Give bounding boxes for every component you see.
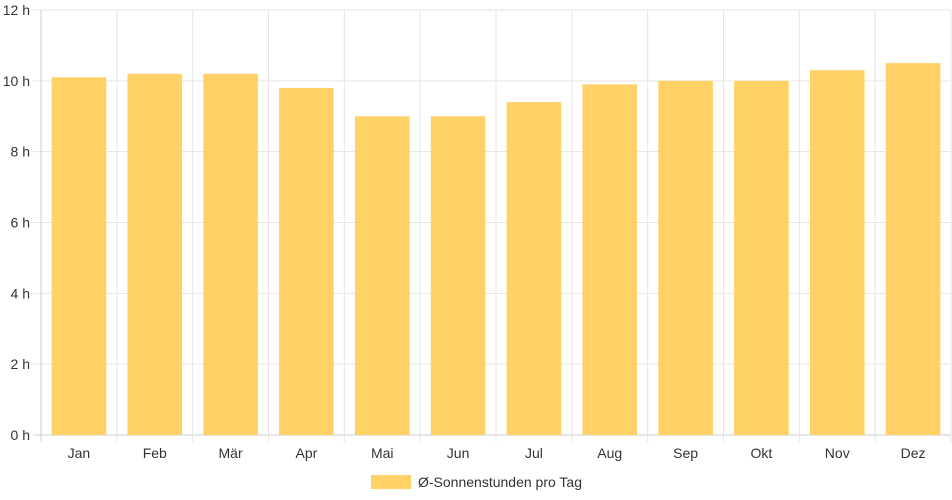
x-tick-label: Mai: [371, 445, 394, 461]
bar-okt[interactable]: [734, 80, 789, 435]
x-tick-label: Mär: [219, 445, 243, 461]
chart-grid: [33, 9, 952, 442]
x-tick-label: Okt: [751, 445, 773, 461]
x-tick-label: Jan: [68, 445, 91, 461]
legend-label[interactable]: Ø-Sonnenstunden pro Tag: [418, 474, 582, 490]
bar-feb[interactable]: [127, 73, 183, 435]
y-tick-label: 8 h: [11, 144, 30, 160]
bar-apr[interactable]: [279, 87, 334, 436]
bar-nov[interactable]: [809, 70, 865, 435]
legend[interactable]: Ø-Sonnenstunden pro Tag: [371, 474, 582, 490]
x-axis: Jan Feb Mär Apr Mai Jun Jul Aug Sep Okt Nov Dez: [68, 445, 926, 461]
bar-jan[interactable]: [51, 77, 107, 436]
x-tick-label: Jun: [447, 445, 470, 461]
legend-swatch[interactable]: [371, 475, 411, 489]
bar-series: [51, 63, 941, 436]
x-tick-label: Aug: [597, 445, 622, 461]
bar-dez[interactable]: [885, 63, 941, 435]
x-tick-label: Nov: [825, 445, 850, 461]
x-tick-label: Sep: [673, 445, 698, 461]
bar-jun[interactable]: [430, 116, 486, 435]
x-tick-label: Jul: [525, 445, 543, 461]
bar-sep[interactable]: [658, 80, 713, 435]
y-tick-label: 0 h: [11, 427, 30, 443]
x-tick-label: Dez: [901, 445, 926, 461]
x-tick-label: Feb: [143, 445, 167, 461]
y-tick-label: 6 h: [11, 215, 30, 231]
y-tick-label: 10 h: [3, 73, 30, 89]
bar-mär[interactable]: [203, 73, 258, 435]
y-axis: 0 h 2 h 4 h 6 h 8 h 10 h 12 h: [3, 2, 30, 443]
bar-mai[interactable]: [354, 116, 410, 435]
bar-jul[interactable]: [506, 102, 562, 435]
x-tick-label: Apr: [296, 445, 318, 461]
y-tick-label: 4 h: [11, 285, 30, 301]
y-tick-label: 2 h: [11, 356, 30, 372]
y-tick-label: 12 h: [3, 2, 30, 18]
bar-aug[interactable]: [582, 84, 638, 435]
